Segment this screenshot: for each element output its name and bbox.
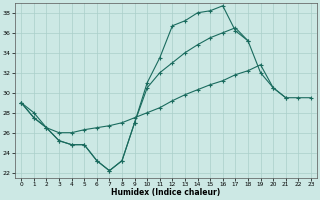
X-axis label: Humidex (Indice chaleur): Humidex (Indice chaleur) [111,188,221,197]
